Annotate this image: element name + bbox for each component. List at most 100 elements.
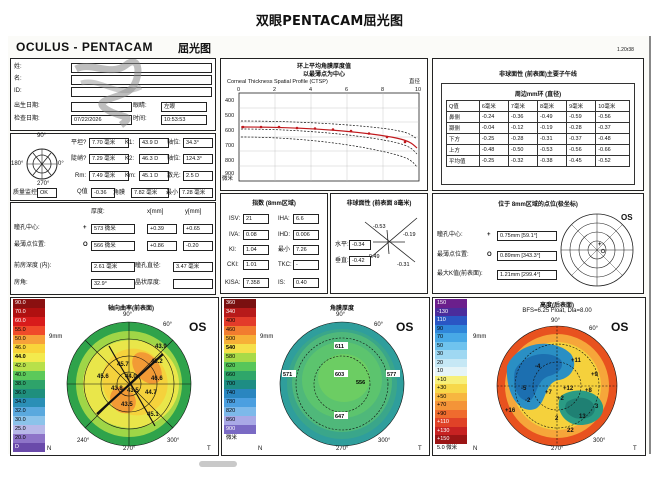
keratometry-panel: 90° 180° 0° 270° 平坦? 7.70 毫米 K1: 43.9 D … [10,133,216,201]
zones-cell: -0.37 [595,122,630,134]
km-label: Km: [125,173,136,179]
zones-cell: -0.49 [537,111,568,123]
asph-value-2: -0.19 [403,232,416,238]
horizontal-value: -0.34 [349,240,371,250]
min-label: 最小 [166,190,179,196]
zones-cell: -0.28 [507,133,539,145]
legend-swatch: 740 [224,389,256,398]
zones-panel: 非球面性 (前表面)主要子午线 周边mm环 (直径) Q值 6毫米 7毫米 8毫… [432,58,644,191]
legend-swatch: 400 [224,317,256,326]
table-row: 颞侧 -0.04 -0.12 -0.19 -0.28 -0.37 [446,122,630,134]
polar-kmax-label: 最大K值(前表面): [437,271,483,277]
zones-cell: -0.24 [478,111,509,123]
elev-map-subtitle: BFS=6.25 Float, Dia=8.00 [522,308,592,314]
zones-row-label: 下方 [446,133,480,145]
axial-deg-60: 60° [163,322,173,328]
axial-value: 43.5 [121,402,133,408]
zones-cell: -0.25 [478,155,509,167]
thinnest-thickness-value: 566 微米 [91,241,135,251]
legend-swatch: 20.0 [13,434,45,443]
axial-value: 46.6 [151,376,163,382]
ctsp-y-tick: 800 [225,158,234,164]
id-field [71,87,212,97]
legend-swatch: 700 [224,380,256,389]
zones-cell: -0.48 [595,133,630,145]
ctsp-x-tick: 4 [309,87,312,93]
q-value: -0.36 [91,188,115,198]
legend-swatch: 500 [224,335,256,344]
ctsp-x-tick: 2 [273,87,276,93]
iva-label: IVA: [229,232,240,238]
zones-cell: -0.56 [595,111,630,123]
asphericity-title: 非球面性 (前表面 8毫米) [346,201,412,207]
k2-value: 46.3 D [139,154,169,164]
pachy-color-legend: 360 340 400 460 500 540 580 620 660 700 … [224,299,256,443]
pachy-value: 571 [283,372,292,378]
axial-mm-label: 9mm [49,334,63,340]
pachy-deg-270: 270° [336,446,349,452]
patient-info-panel: 姓: 名: ID: 出生日期: 眼睛: 左眼 检查日期: 07/22/2026 … [10,58,216,131]
axial-value: 44.0 [125,374,137,380]
horizontal-scrollbar[interactable] [199,461,237,467]
pachy-map-title: 角膜厚度 [329,306,354,312]
legend-swatch: 340 [224,308,256,317]
pachy-value: 611 [335,344,344,350]
pachy-deg-60: 60° [374,322,384,328]
ctsp-title-2: 以最薄点为中心 [302,72,345,78]
axial-deg-300: 300° [167,438,180,444]
thickness-location-panel: 厚度: x[mm] y[mm] 瞳孔中心: + 573 微米 +0.39 +0.… [10,202,216,295]
zones-cell: -0.66 [595,144,630,156]
svg-text:+: + [598,242,602,248]
zones-cell: -0.19 [537,122,568,134]
thinnest-x-value: +0.86 [147,241,177,251]
zones-cell: -0.31 [537,133,568,145]
pachy-eye-label: OS [396,320,414,334]
legend-swatch: 780 [224,398,256,407]
ctsp-y-tick: 600 [225,128,234,134]
legend-swatch: +90 [435,409,467,418]
axial-color-legend: 90.0 70.0 60.0 55.0 50.0 46.0 44.0 42.0 … [13,299,45,452]
pupil-center-symbol: + [83,225,87,231]
zones-cell: -0.53 [537,144,568,156]
legend-swatch: 70.0 [13,308,45,317]
zones-cell: -0.50 [507,144,539,156]
y-header: y[mm] [185,209,202,215]
axis-dial-icon [26,148,58,180]
ctsp-unit-side: 微米 [222,176,234,182]
dial-0-label: 0° [58,161,64,167]
thickness-header: 厚度: [91,209,105,215]
axial-deg-240: 240° [77,438,90,444]
legend-swatch: 30 [435,350,467,359]
acd-value: 2.61 毫米 [91,262,135,272]
elev-value: 22 [567,428,574,434]
zones-header-cell: 10毫米 [595,100,630,112]
thinnest-label: 最薄点位置: [14,242,46,248]
elev-value: +16 [505,408,516,414]
x-header: x[mm] [147,209,164,215]
page-title: 双眼PENTACAM屈光图 [255,14,404,29]
pupil-x-value: +0.39 [147,224,177,234]
vertical-label: 垂直: [335,258,349,264]
polar-target-chart: + [560,213,634,287]
table-row: 鼻侧 -0.24 -0.36 -0.49 -0.59 -0.56 [446,111,630,123]
elevation-map: +11 +9 +12 +8 +16 +7 +2 2 3 -4 -5 13 22 … [496,325,618,447]
zones-row-label: 平均值 [446,155,480,167]
version-label: 1.20r38 [617,47,634,53]
elev-temporal-label: T [633,446,637,452]
polar-kmax-value: 1.21mm [299.4°] [497,270,557,280]
legend-swatch: 90 [435,324,467,333]
elev-deg-270: 270° [551,446,564,452]
min-value: 7.28 毫米 [179,188,213,198]
vertical-value: -0.42 [349,256,371,266]
zones-cell: -0.25 [478,133,509,145]
polar-thinnest-label: 最薄点位置: [437,252,469,258]
tkc-value: - [293,260,319,270]
dial-270-label: 270° [37,181,50,187]
horizontal-label: 水平: [335,242,349,248]
legend-swatch: 32.0 [13,407,45,416]
pupil-thickness-value: 573 微米 [91,224,135,234]
axial-curvature-map-panel: 轴向曲率(前表面) 90.0 70.0 60.0 55.0 50.0 46.0 … [10,297,219,456]
pachy-value: 647 [335,414,344,420]
ctsp-y-tick: 400 [225,98,234,104]
zones-cell: -0.48 [478,144,509,156]
